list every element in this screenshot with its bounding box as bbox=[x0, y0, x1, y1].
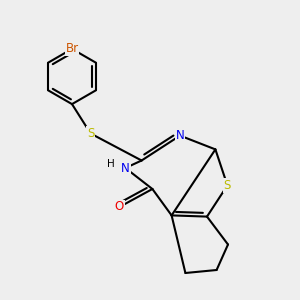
Text: Br: Br bbox=[65, 42, 79, 56]
Text: S: S bbox=[224, 179, 231, 192]
Text: S: S bbox=[87, 127, 94, 140]
Text: N: N bbox=[121, 161, 130, 175]
Text: H: H bbox=[107, 159, 115, 170]
Text: O: O bbox=[115, 200, 124, 214]
Text: N: N bbox=[176, 129, 184, 142]
